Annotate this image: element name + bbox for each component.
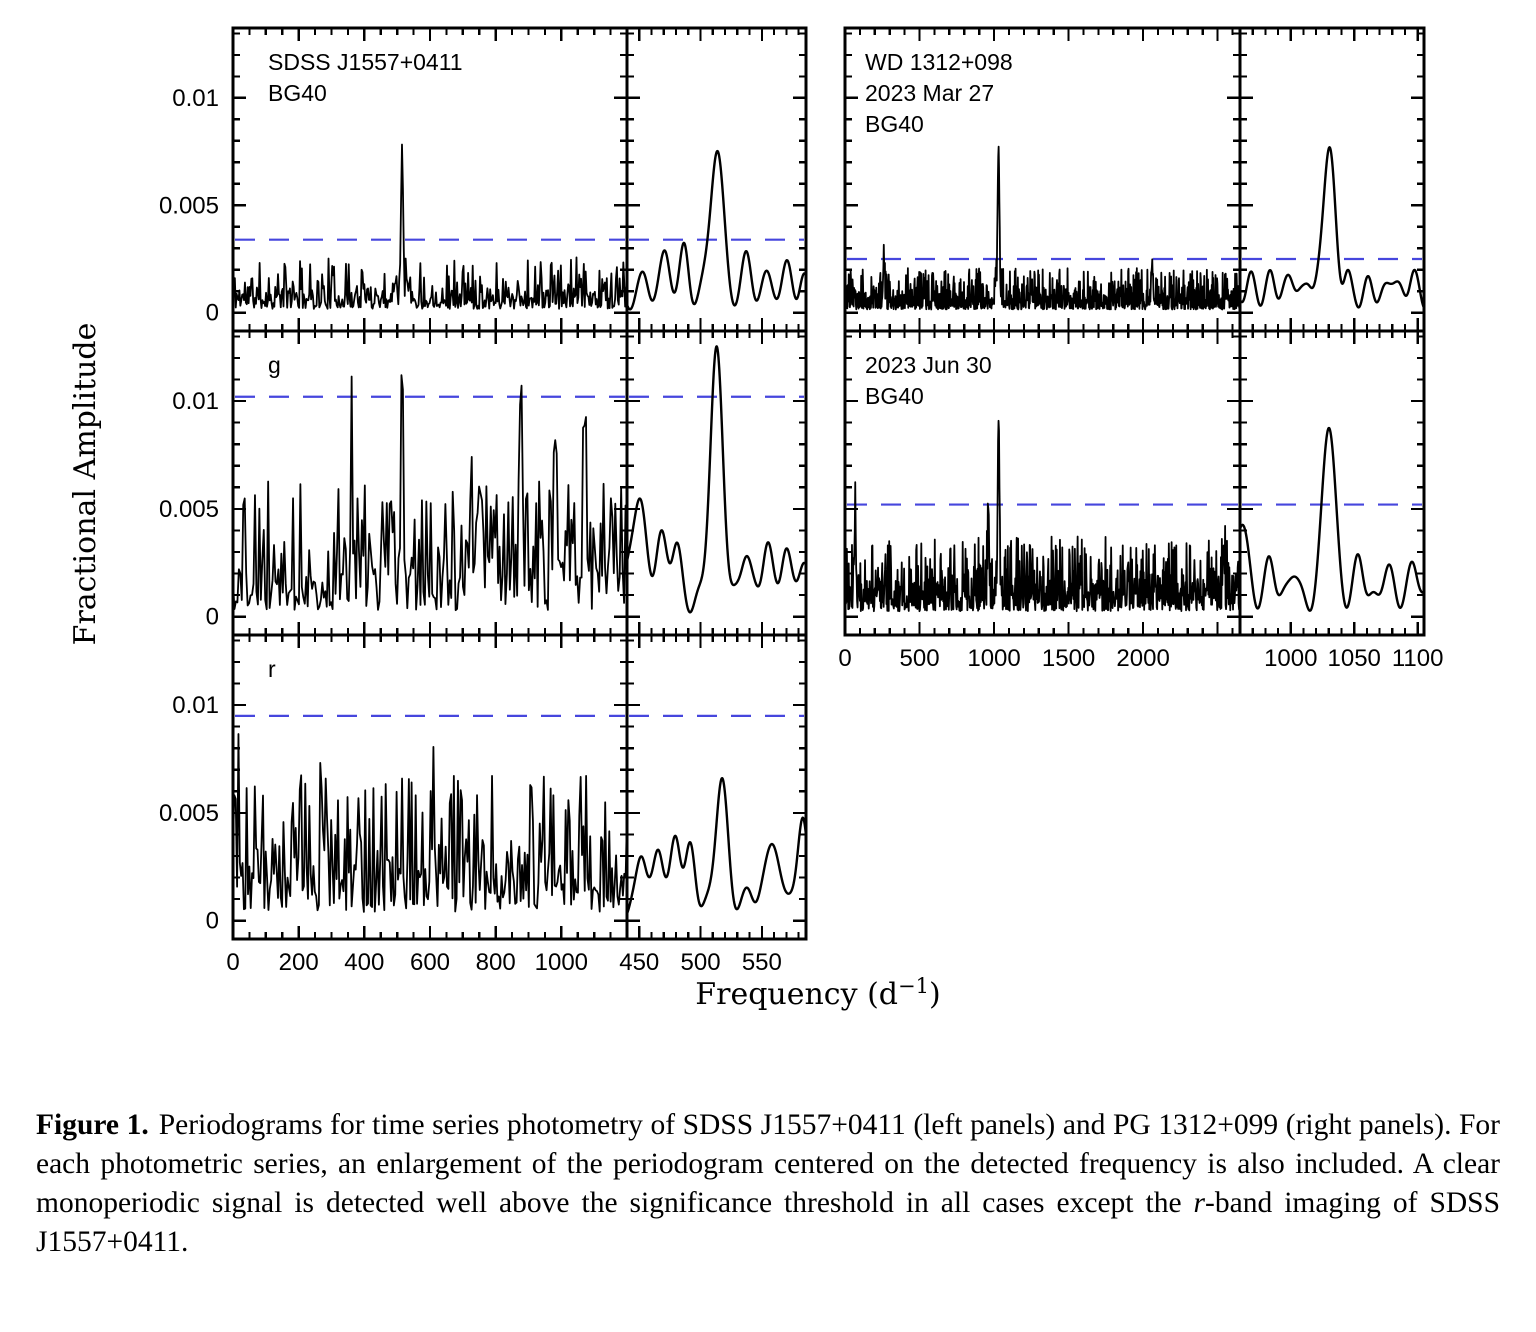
x-tick-label: 1100 [1392,645,1444,672]
y-tick-label: 0.005 [159,192,219,219]
panel-text-label: 2023 Jun 30 [865,352,992,378]
panel-wd-mar27-main: WD 1312+098 2023 Mar 27 BG40 [843,26,1242,333]
x-tick-label: 550 [742,949,782,976]
periodogram-curve [625,149,808,311]
x-tick-label: 500 [900,645,940,672]
periodogram-curve [232,143,628,310]
periodogram-curve [1238,426,1425,612]
panel-text-label: 2023 Mar 27 [865,80,994,106]
periodogram-curve [625,345,808,614]
x-tick-label: 2000 [1116,645,1169,672]
periodogram-curve [844,419,1241,613]
periodogram-figure: SDSS J1557+0411 BG40 0 0.005 0.01 WD 1312+098… [68,26,1444,1012]
panel-sdss-g-main: g 0 0.005 0.01 [159,329,629,637]
periodogram-curve [625,777,808,915]
panel-text-label: BG40 [268,80,327,106]
periodogram-curve [232,733,628,913]
panel-sdss-bg40-zoom [625,26,808,333]
panel-text-label: SDSS J1557+0411 [268,49,463,75]
x-axis-title: Frequency (d−1) [695,974,940,1012]
x-tick-label: 500 [681,949,721,976]
caption-text-after: -band imaging of SDSS J1557+0411. [36,1187,1500,1258]
panel-frame [625,633,808,941]
panel-frame [1238,329,1426,637]
panel-frame [625,329,808,637]
panel-text-label: r [268,656,276,682]
x-tick-label: 200 [279,949,319,976]
panel-text-label: WD 1312+098 [865,49,1013,75]
x-tick-label: 0 [226,949,239,976]
y-tick-label: 0 [206,300,219,327]
y-axis-title: Fractional Amplitude [68,323,103,646]
panel-wd-mar27-zoom [1238,26,1426,333]
x-tick-label: 800 [476,949,516,976]
figure-caption: Figure 1. Periodograms for time series ph… [36,1106,1500,1262]
x-tick-label: 400 [344,949,384,976]
panel-sdss-r-zoom: 450 500 550 [619,633,808,976]
x-tick-label: 450 [619,949,659,976]
y-tick-label: 0.01 [172,85,219,112]
y-tick-label: 0.01 [172,692,219,719]
panel-text-label: BG40 [865,383,924,409]
y-tick-label: 0 [206,604,219,631]
panel-sdss-g-zoom [625,329,808,637]
y-tick-label: 0.01 [172,388,219,415]
y-tick-label: 0.005 [159,496,219,523]
periodogram-curve [232,374,628,612]
x-tick-label: 600 [410,949,450,976]
panel-text-label: g [268,352,281,378]
x-tick-label: 1050 [1328,645,1381,672]
x-tick-label: 1500 [1042,645,1095,672]
y-tick-label: 0.005 [159,800,219,827]
caption-figure-label: Figure 1. [36,1109,149,1141]
panel-frame [1238,26,1426,333]
x-tick-label: 1000 [967,645,1020,672]
panel-frame [625,26,808,333]
panel-frame [231,633,629,941]
panel-sdss-r-main: r 0 200 400 600 800 1000 0 0.005 0.01 [159,633,629,976]
panel-wd-jun30-zoom: 1000 1050 1100 [1238,329,1444,672]
y-tick-label: 0 [206,908,219,935]
x-tick-label: 1000 [535,949,588,976]
periodogram-curve [844,145,1241,311]
x-tick-label: 0 [838,645,851,672]
panel-sdss-bg40-main: SDSS J1557+0411 BG40 0 0.005 0.01 [159,26,629,333]
caption-italic-r: r [1193,1187,1206,1219]
x-tick-label: 1000 [1264,645,1317,672]
caption-text-before: Periodograms for time series photometry … [36,1109,1500,1219]
panel-wd-jun30-main: 2023 Jun 30 BG40 0 500 1000 1500 2000 [838,329,1242,672]
panel-text-label: BG40 [865,111,924,137]
periodogram-curve [1238,146,1426,309]
